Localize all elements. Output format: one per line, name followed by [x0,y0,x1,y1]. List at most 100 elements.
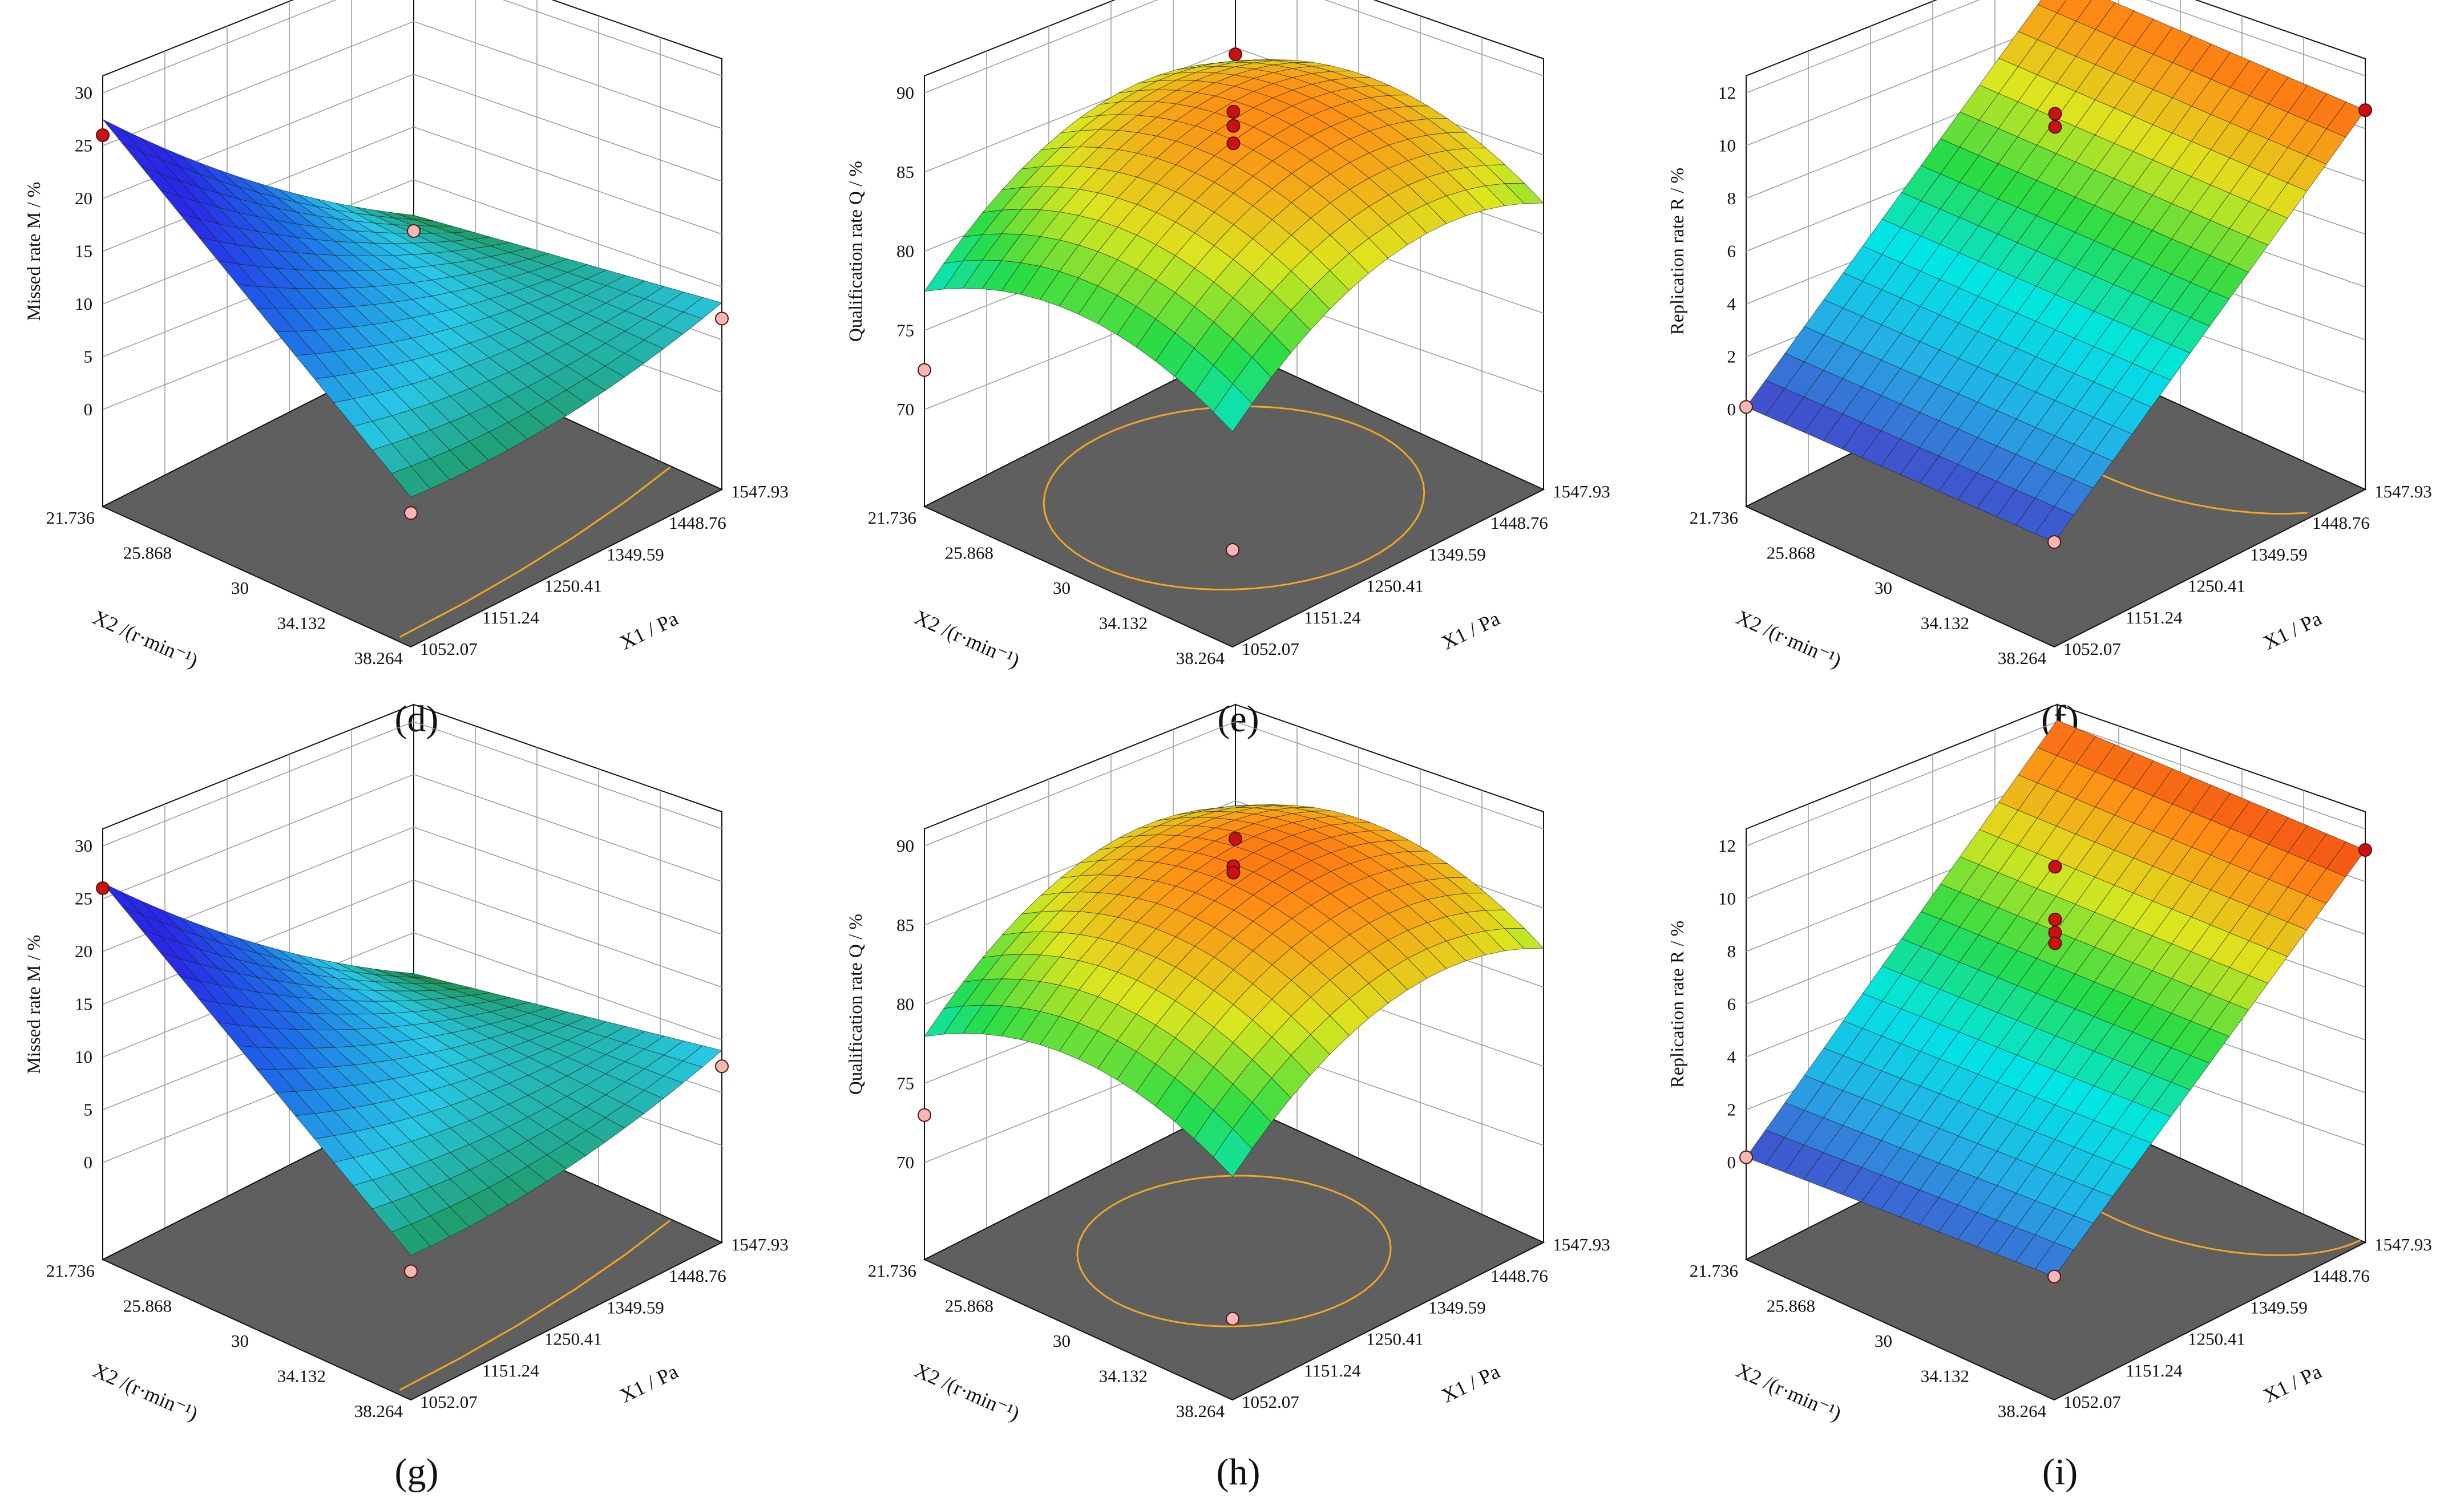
floor-contour [399,467,671,638]
z-tick-label: 10 [1718,889,1736,909]
x1-tick-label: 1547.93 [1553,481,1610,501]
surface-patch [682,297,722,319]
x2-axis-title: X2 /(r·min⁻¹) [1733,606,1845,673]
x1-tick-label: 1250.41 [1366,1329,1424,1349]
design-point [1229,832,1242,846]
panel-e: 70 75 80 85 90 Qualification rate Q / % 21.736… [846,0,1610,740]
x1-tick-label: 1448.76 [1490,513,1548,533]
x1-tick-label: 1052.07 [2063,639,2121,659]
x1-axis-title: X1 / Pa [1438,1360,1504,1407]
design-point [715,1059,729,1074]
x1-tick-label: 1349.59 [2250,1297,2308,1317]
design-point [2048,120,2062,134]
z-tick-label: 80 [896,994,914,1014]
x1-tick-label: 1052.07 [1242,1392,1299,1412]
x2-tick-label: 25.868 [123,543,172,563]
z-tick-label: 15 [75,241,92,261]
x1-tick-label: 1250.41 [1366,576,1424,596]
design-point [1226,1311,1239,1326]
z-tick-label: 2 [1727,347,1736,367]
z-tick-label: 90 [896,836,914,856]
panel-label: (d) [395,698,439,740]
z-gridline [924,0,1544,94]
x2-tick-label: 30 [1875,578,1892,598]
z-gridline [102,827,722,952]
z-tick-label: 75 [896,1073,914,1093]
x2-tick-label: 38.264 [354,648,403,668]
z-gridline [102,21,722,147]
z-tick-label: 70 [896,1152,914,1172]
x1-tick-label: 1349.59 [1428,544,1486,564]
x1-tick-label: 1151.24 [482,1361,539,1380]
surface-patch [1504,183,1544,204]
z-tick-label: 4 [1727,1047,1736,1067]
design-point [2048,936,2062,950]
z-tick-label: 12 [1718,83,1736,103]
x2-axis-title: X2 /(r·min⁻¹) [1733,1359,1845,1426]
z-tick-label: 0 [1727,1152,1736,1172]
x2-tick-label: 21.736 [868,508,916,528]
z-tick-label: 0 [84,399,93,419]
z-tick-label: 10 [1718,136,1736,156]
x1-axis-title: X1 / Pa [1438,607,1504,654]
x2-tick-label: 25.868 [1767,1296,1815,1316]
response-surface [1746,720,2366,1277]
x2-tick-label: 25.868 [945,543,993,563]
design-point [404,506,418,520]
design-point [404,1264,418,1278]
z-tick-label: 25 [75,889,92,909]
design-point [715,311,729,326]
surface-patch [2326,102,2366,137]
z-tick-label: 4 [1727,294,1736,314]
x1-tick-label: 1151.24 [1304,608,1361,628]
x1-axis-title: X1 / Pa [616,1360,682,1407]
x2-tick-label: 34.132 [1921,1366,1969,1386]
z-tick-label: 0 [1727,399,1736,419]
response-surface [924,59,1544,432]
z-tick-label: 75 [896,320,914,340]
floor-contour [1076,1175,1392,1327]
design-point [1226,136,1241,151]
x1-tick-label: 1547.93 [1553,1234,1610,1254]
x2-tick-label: 30 [231,1331,249,1351]
x2-tick-label: 21.736 [868,1261,916,1281]
z-gridline [102,179,722,305]
x2-tick-label: 38.264 [1176,1401,1225,1421]
x1-tick-label: 1250.41 [544,576,602,596]
z-tick-label: 8 [1727,188,1736,208]
x1-axis-title: X1 / Pa [2260,1360,2325,1407]
x1-tick-label: 1151.24 [2126,608,2183,628]
x2-tick-label: 34.132 [1099,1366,1148,1386]
z-tick-label: 8 [1727,941,1736,961]
z-tick-label: 2 [1727,1100,1736,1120]
design-point [918,1108,931,1122]
panel-f: 0 2 4 6 8 10 12 Replication rate R / % 21.736 25.… [1667,0,2432,740]
x2-tick-label: 21.736 [1690,1261,1738,1281]
x1-tick-label: 1547.93 [731,481,789,501]
x2-tick-label: 21.736 [1690,508,1738,528]
z-gridline [1746,0,2366,94]
x1-tick-label: 1547.93 [2374,481,2432,501]
z-gridline [102,0,722,94]
design-point [1739,400,1753,414]
x2-tick-label: 30 [1875,1331,1892,1351]
z-axis-title: Qualification rate Q / % [846,914,866,1095]
x1-tick-label: 1052.07 [420,1392,478,1412]
x1-tick-label: 1448.76 [669,1266,726,1286]
design-point [1226,543,1239,557]
design-point [2047,1269,2061,1284]
x1-tick-label: 1448.76 [2312,1266,2370,1286]
z-tick-label: 6 [1727,241,1736,261]
x2-tick-label: 34.132 [1921,613,1969,633]
x1-tick-label: 1349.59 [2250,544,2308,564]
panel-label: (e) [1217,698,1259,740]
design-point [2358,103,2372,118]
response-surface [924,804,1544,1177]
x2-tick-label: 30 [1053,1331,1071,1351]
z-tick-label: 85 [896,162,914,182]
x1-tick-label: 1151.24 [1304,1361,1361,1380]
design-point [918,363,931,377]
z-tick-label: 12 [1718,836,1736,856]
z-axis-title: Replication rate R / % [1667,921,1688,1088]
x1-tick-label: 1349.59 [1428,1297,1486,1317]
